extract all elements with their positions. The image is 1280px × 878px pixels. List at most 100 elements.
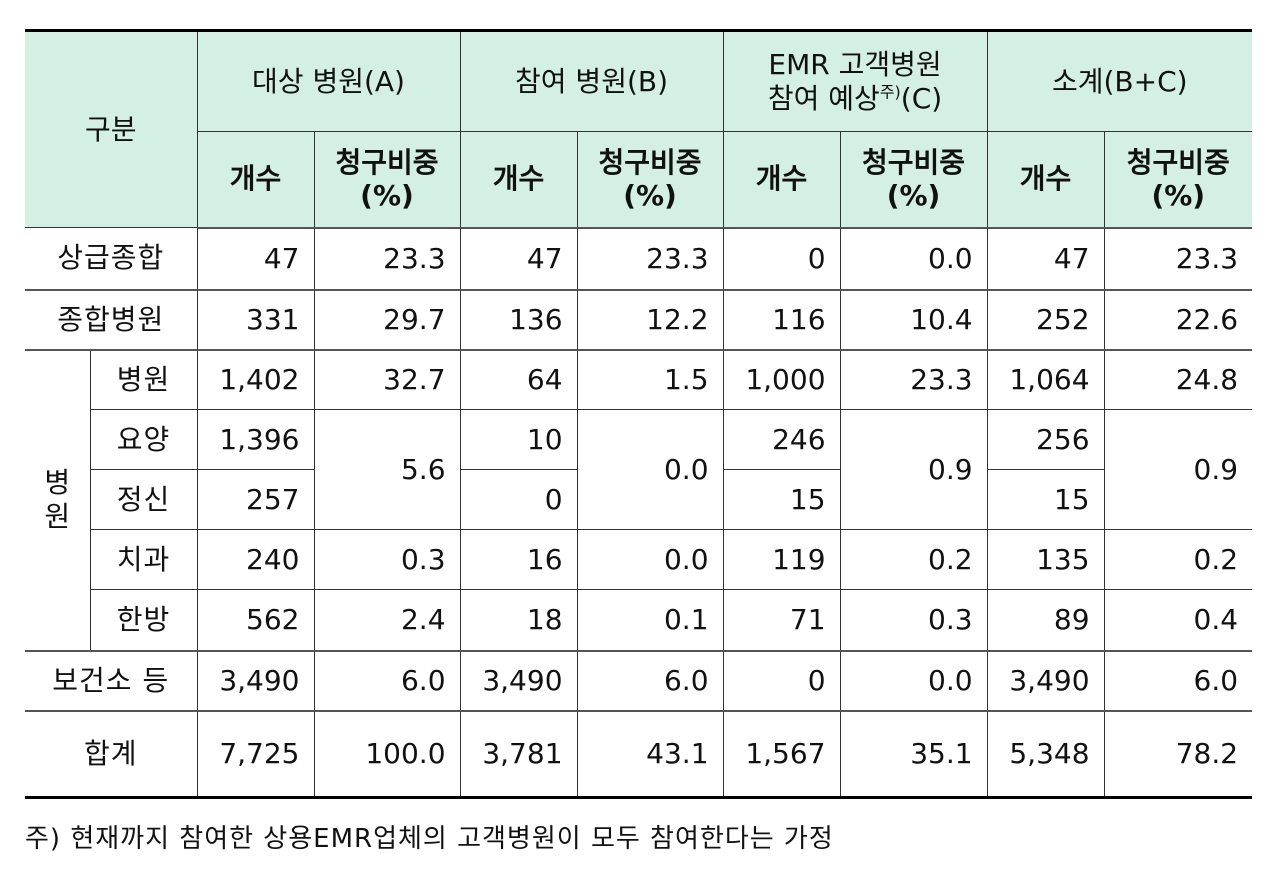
table-row: 보건소 등 3,490 6.0 3,490 6.0 0 0.0 3,490 6.…: [25, 650, 1253, 712]
cell-c-count: 116: [722, 289, 841, 351]
b-share-header: 청구비중 (%): [576, 131, 724, 229]
target-hospitals-header: 대상 병원(A): [196, 30, 461, 132]
cell-b-share: 0.1: [576, 589, 724, 652]
cell-c-count: 0: [722, 227, 841, 291]
row-label: 정신: [90, 469, 198, 530]
cell-s-count: 252: [986, 289, 1105, 351]
share-label: 청구비중: [335, 145, 439, 179]
cell-a-count: 240: [196, 529, 315, 590]
table-row: 치과 240 0.3 16 0.0 119 0.2 135 0.2: [25, 529, 1253, 590]
share-label: 청구비중: [598, 145, 702, 179]
cell-c-count: 0: [722, 650, 841, 712]
cell-c-share: 0.2: [839, 529, 988, 590]
table-row: 정신 257 0 15 15: [25, 469, 1252, 530]
cell-s-share: 78.2: [1103, 710, 1253, 798]
cell-b-share: 0.0: [576, 529, 724, 590]
cell-b-share: 6.0: [576, 650, 724, 712]
emr-expected-header: EMR 고객병원 참여 예상주)(C): [722, 30, 988, 132]
cell-s-share: 0.2: [1103, 529, 1253, 590]
cell-b-count: 18: [459, 589, 578, 652]
hospital-participation-table: 구분 대상 병원(A) 참여 병원(B) EMR 고객병원 참여 예상주)(C)…: [25, 29, 1253, 799]
a-share-header: 청구비중 (%): [313, 131, 461, 229]
cell-s-count: 5,348: [986, 710, 1105, 798]
cell-c-share: 23.3: [839, 349, 988, 410]
cell-c-share: 0.0: [839, 650, 988, 712]
cell-s-share: 24.8: [1103, 349, 1253, 410]
share-unit: (%): [886, 179, 941, 213]
subtotal-header: 소계(B+C): [986, 30, 1253, 132]
share-unit: (%): [1151, 179, 1206, 213]
cell-s-share-merged: 0.9: [1103, 409, 1253, 530]
cell-b-count: 136: [459, 289, 578, 351]
row-label: 종합병원: [25, 289, 198, 351]
cell-b-share: 23.3: [576, 227, 724, 291]
header-row-1: 구분 대상 병원(A) 참여 병원(B) EMR 고객병원 참여 예상주)(C)…: [25, 30, 1253, 228]
cell-b-share: 12.2: [576, 289, 724, 351]
cell-c-count: 246: [722, 409, 841, 470]
row-label: 병원: [89, 349, 198, 410]
row-label: 치과: [90, 529, 198, 590]
share-label: 청구비중: [862, 145, 966, 179]
row-label: 요양: [90, 409, 198, 470]
category-header: 구분: [25, 30, 198, 228]
group-label-char: 병: [44, 466, 71, 500]
total-row: 합계 7,725 100.0 3,781 43.1 1,567 35.1 5,3…: [25, 710, 1253, 798]
cell-s-count: 1,064: [986, 349, 1105, 410]
cell-c-share: 35.1: [839, 710, 988, 798]
cell-c-share: 0.3: [839, 589, 988, 652]
emr-header-code: (C): [900, 81, 943, 115]
cell-b-share: 1.5: [576, 349, 724, 410]
cell-a-share: 23.3: [313, 227, 461, 291]
cell-s-share: 22.6: [1103, 289, 1253, 351]
cell-s-share: 23.3: [1103, 227, 1253, 291]
cell-a-share-merged: 5.6: [313, 409, 461, 530]
cell-s-count: 3,490: [986, 650, 1105, 712]
cell-s-count: 15: [986, 469, 1105, 530]
cell-b-count: 10: [459, 409, 578, 470]
cell-a-share: 32.7: [313, 349, 461, 410]
cell-s-share: 0.4: [1103, 589, 1253, 652]
c-share-header: 청구비중 (%): [839, 131, 988, 229]
s-count-header: 개수: [986, 131, 1105, 229]
cell-a-count: 1,396: [196, 409, 315, 470]
cell-c-share: 10.4: [839, 289, 988, 351]
c-count-header: 개수: [722, 131, 841, 229]
cell-a-share: 6.0: [313, 650, 461, 712]
cell-c-share-merged: 0.9: [839, 409, 988, 530]
cell-s-count: 47: [986, 227, 1105, 291]
cell-s-count: 135: [986, 529, 1105, 590]
cell-b-count: 64: [459, 349, 578, 410]
emr-header-text: 참여 예상: [767, 81, 880, 115]
share-label: 청구비중: [1126, 145, 1230, 179]
cell-a-count: 47: [196, 227, 315, 291]
cell-a-count: 1,402: [196, 349, 315, 410]
cell-a-count: 257: [196, 469, 315, 530]
cell-c-count: 1,567: [722, 710, 841, 798]
cell-b-count: 16: [459, 529, 578, 590]
cell-c-count: 15: [722, 469, 841, 530]
cell-a-count: 562: [196, 589, 315, 652]
emr-header-line2: 참여 예상주)(C): [724, 81, 986, 116]
footnote: 주) 현재까지 참여한 상용EMR업체의 고객병원이 모두 참여한다는 가정: [25, 824, 834, 854]
footnote-marker: 주): [879, 82, 901, 102]
table-row: 한방 562 2.4 18 0.1 71 0.3 89 0.4: [25, 589, 1253, 652]
table-row: 요양 1,396 5.6 10 0.0 246 0.9 256 0.9: [25, 409, 1253, 530]
row-label: 한방: [90, 589, 198, 652]
cell-s-count: 89: [986, 589, 1105, 652]
table-row: 종합병원 331 29.7 136 12.2 116 10.4 252 22.6: [25, 289, 1253, 351]
cell-a-share: 100.0: [313, 710, 461, 798]
b-count-header: 개수: [459, 131, 578, 229]
participating-hospitals-header: 참여 병원(B): [459, 30, 724, 132]
share-unit: (%): [360, 179, 414, 213]
cell-s-share: 6.0: [1103, 650, 1253, 712]
cell-a-share: 29.7: [313, 289, 461, 351]
cell-s-count: 256: [986, 409, 1105, 470]
emr-header-line1: EMR 고객병원: [768, 47, 942, 81]
cell-c-count: 119: [722, 529, 841, 590]
share-unit: (%): [623, 179, 677, 213]
cell-c-count: 71: [722, 589, 841, 652]
cell-b-count: 0: [459, 469, 578, 530]
cell-b-count: 3,490: [459, 650, 578, 712]
cell-a-count: 3,490: [196, 650, 315, 712]
